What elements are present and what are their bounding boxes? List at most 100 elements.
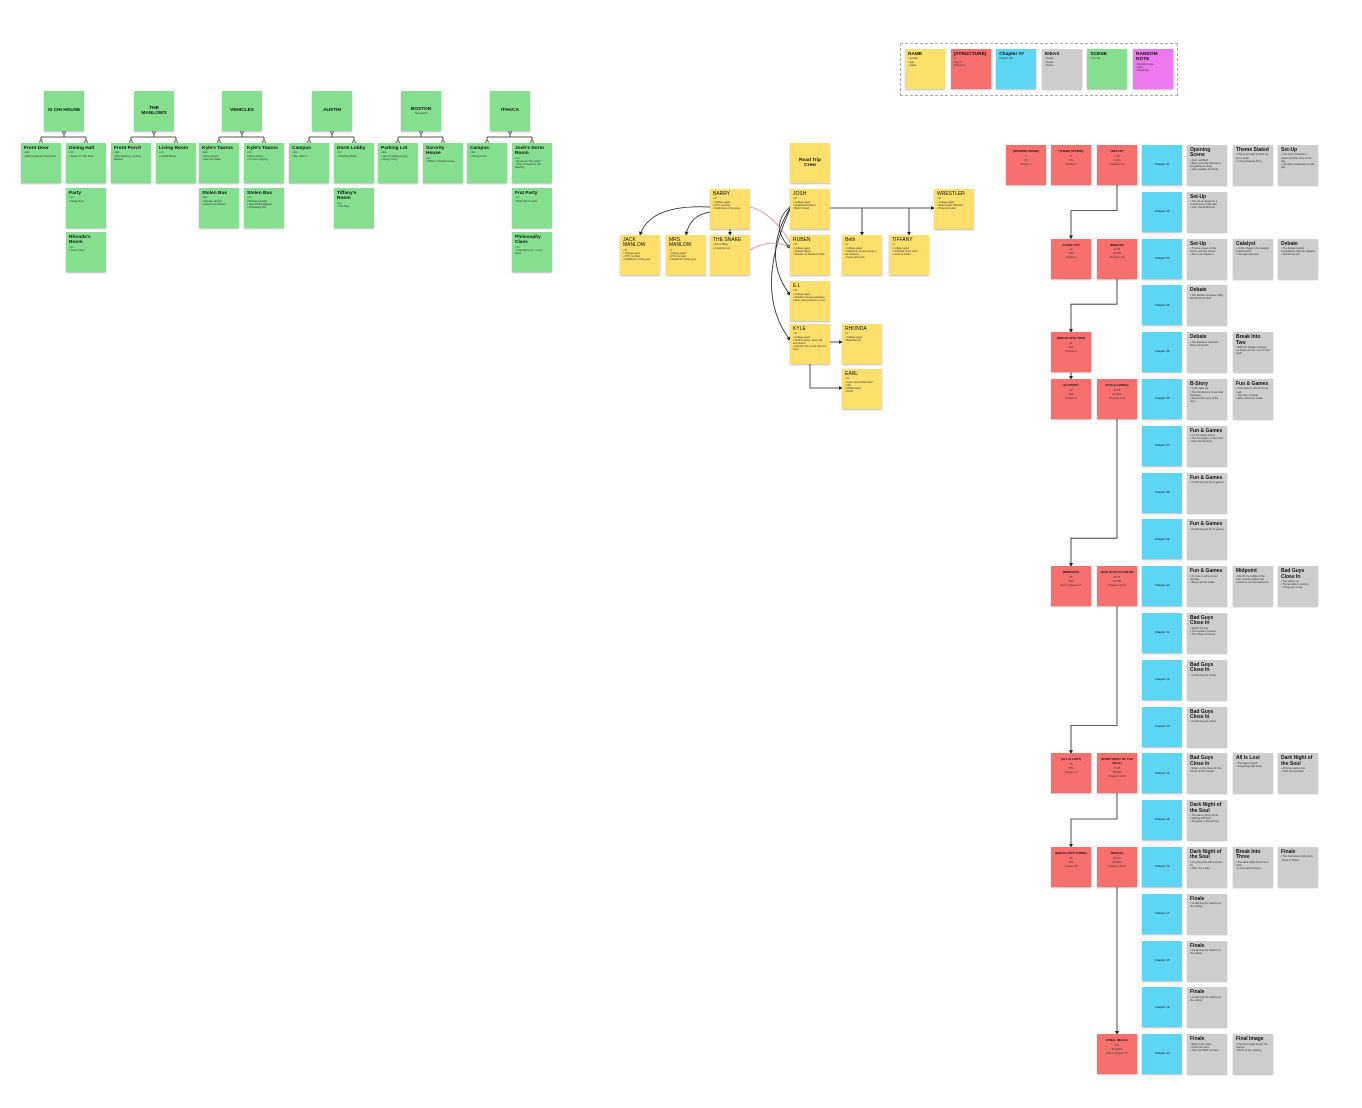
connector [1069, 606, 1118, 755]
note-line: • Sound from kitchen [202, 202, 226, 206]
note-line: • RTC member [623, 255, 641, 258]
chapter-note: Chapter 08 [1142, 472, 1182, 513]
character-note: TIFFANY • F • College aged • Girlfriend of … [889, 235, 929, 275]
note-title: VEHICLES [230, 108, 254, 114]
note-title: (FINAL IMAGE) [1106, 1038, 1128, 1043]
beat-note: Bad Guys Close In • Continuing the chase [1187, 706, 1227, 747]
note-title: Parking Lot [381, 146, 408, 151]
note-line: • Dance floor [69, 199, 84, 203]
note-title: Dining Hall [69, 146, 95, 151]
chapter-note: Chapter 09 [1142, 519, 1182, 560]
connector [779, 204, 793, 249]
beat-note: Set-Up • The main character is shown and … [1278, 145, 1318, 185]
legend-note: RANDOM NOTE • Random note • Note • Reminder [1133, 49, 1173, 89]
character-note: Road Trip Crew [790, 143, 830, 183]
note-line: • The Dark Night of the Soul ends [1236, 860, 1269, 867]
note-line: 80% [1068, 860, 1074, 864]
note-title: E.L [793, 283, 801, 289]
chapter-label: Chapter 06 [1154, 396, 1170, 401]
chapter-note: Chapter 17 [1142, 893, 1182, 934]
character-note: EARL • M • Kyle's Grand Dad-Dad • Old • Midd… [842, 369, 882, 409]
note-title: (OPENING IMAGE) [1012, 149, 1040, 153]
note-title: THE SNAKE [713, 237, 742, 243]
note-line: • M [623, 248, 627, 252]
note-line: • Tiffany's Sorority House [426, 159, 455, 163]
character-note: KYLE • M • College aged • Dude's house, lam… [790, 324, 830, 364]
note-title: EARL [845, 371, 859, 377]
note-line: • From here to the fun in the road [1236, 387, 1269, 394]
note-line: • Shadow, honest prankster [793, 295, 825, 299]
note-line: • Beyond the story of the story [1190, 396, 1219, 403]
note-title: (SET-UP) [1110, 149, 1124, 153]
chapter-label: Chapter 18 [1154, 957, 1170, 962]
beat-note: Break Into Three • The Dark Night of the … [1233, 847, 1273, 887]
location-header: XI CHI HOUSE [44, 91, 84, 131]
note-title: RHONDA [845, 326, 867, 332]
note-line: • int / ext [1090, 57, 1101, 61]
note-line: • Back to the class [1190, 1042, 1212, 1046]
note-line: • Things get worse [1281, 586, 1303, 590]
note-title: Philosophy Class [515, 235, 541, 246]
note-title: (DEBATE) [1109, 242, 1125, 247]
note-line: 10% [1068, 252, 1074, 256]
note-title: JACK MANLOW [623, 237, 646, 249]
note-title: Front Door [24, 146, 49, 151]
chapter-note: Chapter 04 [1142, 285, 1182, 326]
note-line: • Barry has the snake [1190, 580, 1215, 584]
note-title: THE MANLOWS [141, 105, 167, 116]
chapter-label: Chapter 14 [1154, 770, 1170, 775]
note-line: • We hit the middle of the story and the… [1236, 574, 1265, 581]
note-title: ITHACA [500, 108, 520, 114]
scene-note: Stolen Bus • Int • Brothers speaks • Ted an… [244, 188, 284, 228]
note-title: JOSH [793, 191, 807, 197]
note-line: • Int [159, 151, 164, 155]
legend-frame [900, 43, 1178, 96]
scene-note: Philosophy Class • Int • Josh learns he, o… [512, 232, 552, 272]
legend-note: Chapter ## Chapter title [996, 49, 1037, 89]
note-line: • age [908, 60, 914, 64]
beat-note: Bad Guys Close In • The heat is on • The w… [1278, 566, 1318, 607]
chapter-note: Chapter 05 [1142, 332, 1182, 373]
note-title: Beth [845, 237, 856, 243]
note-line: • Random note [1136, 62, 1154, 66]
note-line: • Wrap up the chase for the climax of th… [1190, 767, 1222, 774]
note-line: • Josh explains the Deal [1190, 168, 1218, 172]
beat-note: Finale • Continuing the build-up to the e… [1187, 940, 1227, 981]
note-line: • College aged [793, 246, 810, 250]
beat-note: Set-Up • The set-up begins in a current p… [1187, 191, 1227, 232]
note-line: • Josh and Beth reunited [1190, 1048, 1219, 1052]
note-line: • A real live fun [713, 246, 731, 250]
note-title: Opening Scene [1190, 147, 1211, 159]
beat-note: Break Into Two • With the debate resolved… [1233, 332, 1273, 373]
note-line: % [953, 57, 956, 61]
note-line: • Wrestler arrives [202, 199, 222, 203]
note-line: • M [793, 332, 797, 336]
note-line: • Beautiful girl [845, 338, 861, 342]
note-line: • Barry and Josh discuss a long-distance… [1190, 161, 1221, 168]
note-line: Chapter title [999, 57, 1014, 61]
note-line: • Ext [202, 196, 208, 200]
note-line: • Jerk the snake [202, 157, 221, 161]
note-line: • The debate continues. Why should we do… [1190, 293, 1224, 300]
connector [684, 211, 713, 236]
note-line: 5% [1069, 158, 1073, 162]
note-line: • Welcome/enter Front Door [24, 154, 57, 158]
note-line: Chapter 5 [1065, 349, 1077, 353]
note-line: 75% [1068, 767, 1074, 771]
note-title: Fun & Games [1190, 427, 1223, 434]
note-title: Finale [1190, 895, 1205, 902]
note-line: • M [793, 197, 797, 201]
note-line: • Continuing the fun & games [1190, 481, 1224, 484]
note-line: • M [793, 289, 797, 293]
legend-note: IDEAS • Notes • Notes • Notes [1041, 49, 1082, 89]
scene-note: Front Porch • Ext • Rhonda Ring, Lurking M… [111, 143, 151, 183]
note-line: 99-100% [1111, 1047, 1123, 1051]
note-title: Rhonda's Room [69, 235, 91, 246]
scene-note: Dining Hall • Int • Scene of "The Deal" [66, 143, 106, 183]
chapter-note: Chapter 01 [1142, 145, 1182, 185]
character-note: WRESTLER • M • College aged • Beast Frat's … [934, 189, 974, 229]
note-line: • M [793, 243, 797, 247]
chapter-label: Chapter 15 [1154, 817, 1170, 822]
note-line: • In this fake car [1190, 387, 1209, 391]
beat-note: Set-Up • There's a tape on the scene, and… [1187, 238, 1227, 279]
